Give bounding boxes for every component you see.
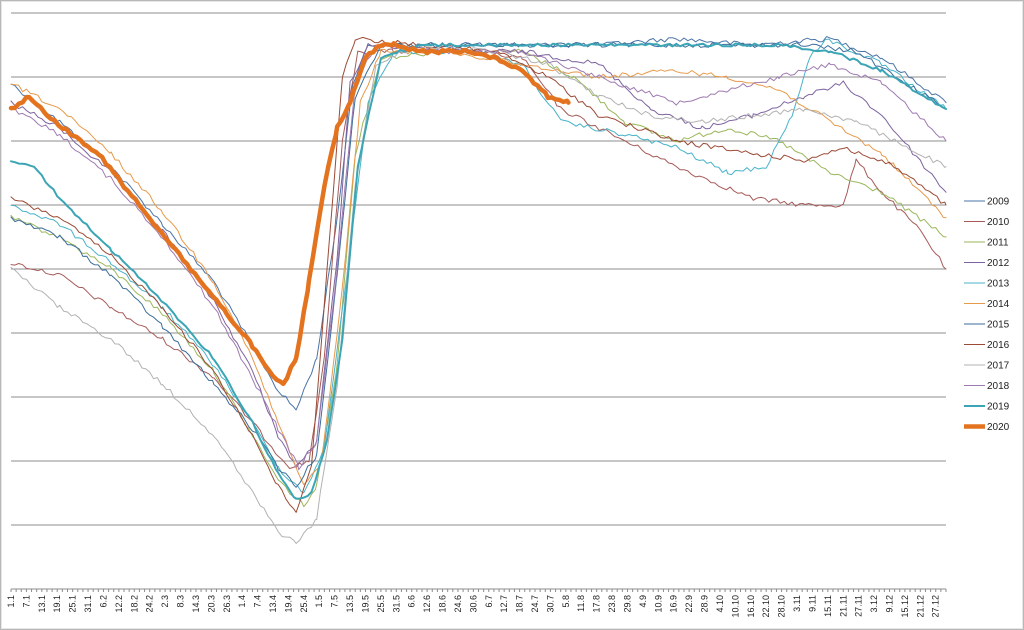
x-tick-label: 9.11 xyxy=(807,595,817,612)
series-line-2010 xyxy=(11,49,946,469)
x-tick-label: 28.9 xyxy=(700,595,710,613)
x-tick-label: 18.2 xyxy=(129,595,139,613)
x-tick-label: 10.9 xyxy=(653,595,663,613)
x-tick-label: 27.11 xyxy=(854,595,864,617)
x-tick-label: 3.12 xyxy=(869,595,879,613)
legend-label-2011: 2011 xyxy=(987,238,1009,249)
x-tick-label: 6.7 xyxy=(484,595,494,608)
legend: 2009 2010 2011 2012 2013 2014 2015 2016 2017 2018… xyxy=(964,197,1010,434)
x-tick-label: 29.8 xyxy=(622,595,632,613)
x-tick-label: 31.1 xyxy=(83,595,93,613)
legend-label-2009: 2009 xyxy=(987,197,1010,208)
legend-label-2019: 2019 xyxy=(987,402,1010,413)
x-tick-label: 12.7 xyxy=(499,595,509,613)
legend-label-2010: 2010 xyxy=(987,217,1010,228)
x-tick-label: 1.1 xyxy=(6,595,16,608)
x-tick-label: 5.8 xyxy=(561,595,571,608)
x-tick-label: 19.1 xyxy=(52,595,62,613)
series-line-2014 xyxy=(11,49,946,485)
x-tick-label: 18.7 xyxy=(515,595,525,613)
x-tick-label: 27.12 xyxy=(931,595,941,618)
x-tick-label: 30.7 xyxy=(545,595,555,613)
x-tick-label: 17.8 xyxy=(592,595,602,613)
x-tick-label: 31.5 xyxy=(391,595,401,613)
series-line-2011 xyxy=(11,49,946,507)
x-tick-label: 25.4 xyxy=(299,595,309,613)
x-tick-label: 22.10 xyxy=(761,595,771,618)
x-tick-label: 20.3 xyxy=(206,595,216,613)
legend-label-2017: 2017 xyxy=(987,361,1010,372)
x-tick-label: 11.8 xyxy=(576,595,586,612)
x-tick-label: 13.1 xyxy=(37,595,47,613)
x-tick-label: 4.9 xyxy=(638,595,648,608)
x-tick-label: 16.10 xyxy=(746,595,756,618)
x-tick-label: 24.6 xyxy=(453,595,463,613)
legend-label-2012: 2012 xyxy=(987,258,1010,269)
x-tick-label: 30.6 xyxy=(468,595,478,613)
x-tick-label: 23.8 xyxy=(607,595,617,613)
x-tick-label: 7.4 xyxy=(253,595,263,608)
x-tick-label: 6.6 xyxy=(407,595,417,608)
x-tick-label: 26.3 xyxy=(222,595,232,613)
x-tick-label: 18.6 xyxy=(438,595,448,613)
x-tick-label: 25.1 xyxy=(68,595,78,613)
x-tick-label: 25.5 xyxy=(376,595,386,613)
legend-label-2014: 2014 xyxy=(987,299,1010,310)
series-line-2013 xyxy=(11,39,946,493)
x-tick-label: 15.11 xyxy=(823,595,833,617)
x-tick-label: 19.5 xyxy=(360,595,370,613)
x-tick-label: 21.12 xyxy=(915,595,925,618)
x-tick-label: 16.9 xyxy=(669,595,679,613)
series-line-2017 xyxy=(11,45,946,544)
x-axis: 1.1 7.1 13.1 19.1 25.1 31.1 6.2 12.2 18.2 24.2 2.3… xyxy=(6,589,946,618)
x-tick-label: 15.12 xyxy=(900,595,910,618)
x-tick-label: 28.10 xyxy=(777,595,787,618)
x-tick-label: 24.7 xyxy=(530,595,540,613)
x-tick-label: 13.5 xyxy=(345,595,355,613)
x-tick-label: 9.12 xyxy=(884,595,894,613)
legend-label-2013: 2013 xyxy=(987,279,1010,290)
legend-label-2015: 2015 xyxy=(987,320,1010,331)
series-lines xyxy=(11,37,946,544)
x-tick-label: 14.3 xyxy=(191,595,201,613)
x-tick-label: 24.2 xyxy=(145,595,155,613)
legend-label-2016: 2016 xyxy=(987,340,1010,351)
x-tick-label: 6.2 xyxy=(98,595,108,608)
x-tick-label: 8.3 xyxy=(176,595,186,608)
x-tick-label: 13.4 xyxy=(268,595,278,613)
series-line-2016 xyxy=(11,37,946,512)
x-tick-label: 19.4 xyxy=(283,595,293,613)
x-tick-label: 10.10 xyxy=(730,595,740,618)
x-tick-label: 7.1 xyxy=(21,595,31,608)
x-tick-label: 12.2 xyxy=(114,595,124,613)
x-tick-label: 21.11 xyxy=(838,595,848,617)
gridlines xyxy=(11,13,946,525)
series-line-2019 xyxy=(11,44,946,499)
x-tick-label: 3.11 xyxy=(792,595,802,612)
x-tick-label: 1.4 xyxy=(237,595,247,608)
x-tick-label: 1.5 xyxy=(314,595,324,608)
series-line-2012 xyxy=(11,44,946,468)
legend-label-2020: 2020 xyxy=(987,422,1010,433)
legend-label-2018: 2018 xyxy=(987,381,1010,392)
x-tick-label: 2.3 xyxy=(160,595,170,608)
x-tick-label: 22.9 xyxy=(684,595,694,613)
x-tick-label: 7.5 xyxy=(330,595,340,608)
x-tick-label: 4.10 xyxy=(715,595,725,613)
x-tick-label: 12.6 xyxy=(422,595,432,613)
